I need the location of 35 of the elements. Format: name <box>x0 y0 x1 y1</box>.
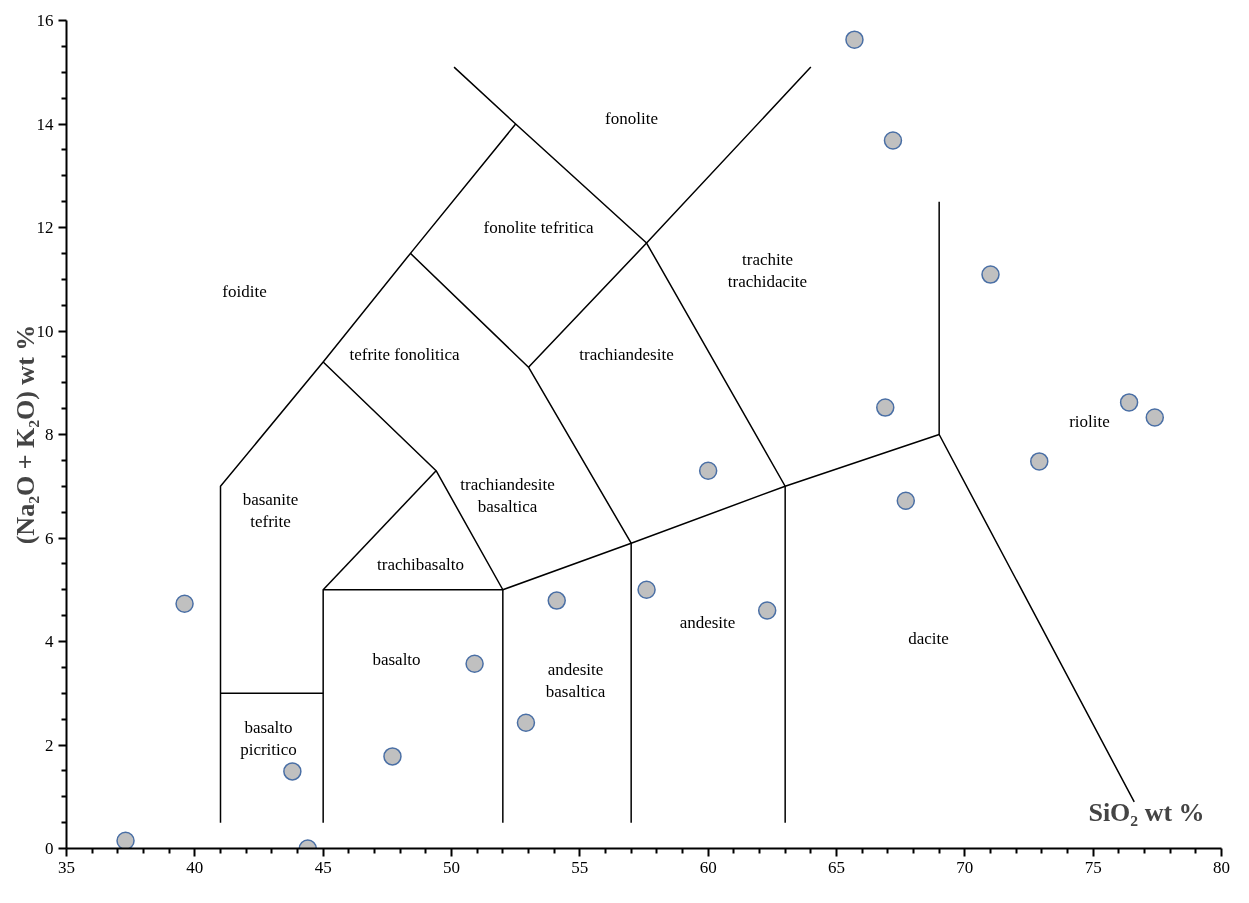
y-tick-label: 10 <box>36 321 54 341</box>
y-tick-label: 6 <box>45 528 54 548</box>
x-tick-label: 70 <box>956 857 974 877</box>
x-tick-label: 65 <box>828 857 845 877</box>
y-tick-label: 0 <box>45 839 54 858</box>
y-tick-label: 14 <box>36 114 54 134</box>
x-tick-label: 40 <box>186 857 204 877</box>
annotation: trachite trachidacite <box>727 249 808 292</box>
annotation: andesite basaltica <box>545 659 606 702</box>
annotation: fonolite tefritica <box>483 218 594 237</box>
x-tick-label: 80 <box>1213 857 1230 877</box>
x-tick-label: 75 <box>1084 857 1102 877</box>
annotation: dacite <box>908 629 949 648</box>
annotation: trachiandesite <box>579 345 674 364</box>
annotation: andesite <box>679 613 736 632</box>
x-tick-label: 45 <box>314 857 332 877</box>
y-tick-label: 2 <box>45 735 54 755</box>
annotation: basalto <box>372 650 421 669</box>
annotation: tefrite fonolitica <box>349 345 460 364</box>
annotation: riolite <box>1069 412 1110 431</box>
y-tick-label: 16 <box>36 11 54 30</box>
annotation: fonolite <box>605 109 658 128</box>
y-tick-label: 12 <box>36 218 54 237</box>
annotation: foidite <box>222 282 267 301</box>
x-tick-label: 35 <box>58 857 75 877</box>
x-axis-title: SiO₂ wt % <box>1088 797 1205 827</box>
annotation: basalto picritico <box>240 717 297 760</box>
x-tick-label: 50 <box>443 857 460 877</box>
annotation: trachibasalto <box>377 555 464 574</box>
annotation: trachiandesite basaltica <box>460 474 555 517</box>
x-tick-label: 55 <box>571 857 589 877</box>
x-tick-label: 60 <box>699 857 717 877</box>
y-tick-label: 8 <box>45 425 54 444</box>
annotation: basanite tefrite <box>242 489 299 532</box>
y-tick-label: 4 <box>45 632 54 651</box>
